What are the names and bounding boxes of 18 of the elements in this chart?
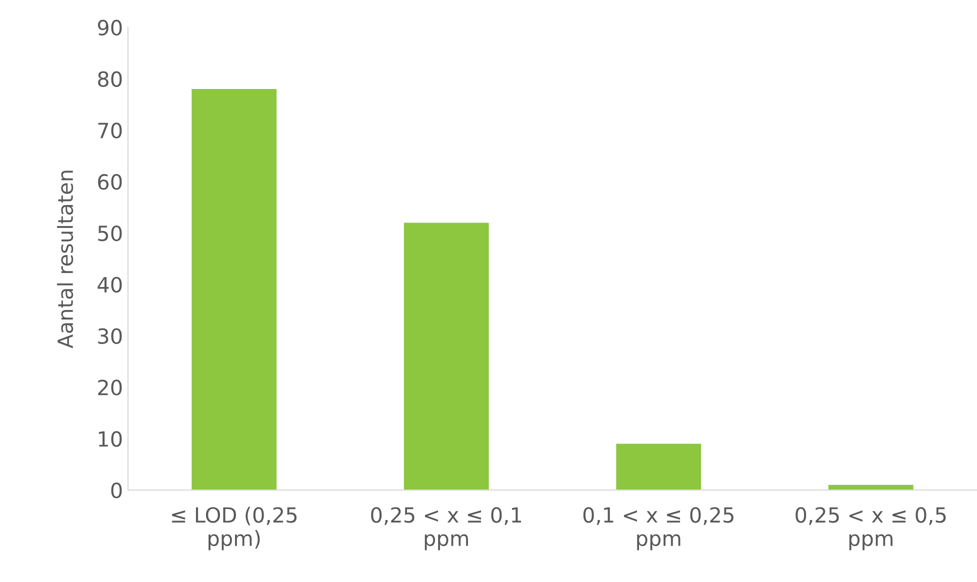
y-tick-label: 30 [98, 328, 122, 344]
y-tick-label: 70 [98, 122, 122, 138]
bar [404, 222, 489, 490]
bar [616, 444, 702, 490]
y-tick-label: 10 [98, 431, 122, 447]
x-tick-label: 0,1 < x ≤ 0,25 ppm [583, 507, 734, 550]
y-axis-title: Aantal resultaten [57, 170, 74, 348]
y-tick-label: 80 [98, 71, 122, 87]
x-tick-label: 0,25 < x ≤ 0,1 ppm [371, 507, 522, 550]
y-tick-label: 0 [111, 482, 122, 498]
x-tick-label: 0,25 < x ≤ 0,5 ppm [796, 507, 946, 550]
y-tick-label: 50 [98, 225, 122, 242]
bar [192, 89, 277, 490]
y-tick-label: 40 [98, 276, 122, 293]
y-tick-label: 90 [98, 20, 122, 36]
x-tick-label: ≤ LOD (0,25 ppm) [172, 506, 297, 550]
y-tick-label: 20 [98, 380, 122, 396]
y-tick-label: 60 [98, 174, 122, 190]
